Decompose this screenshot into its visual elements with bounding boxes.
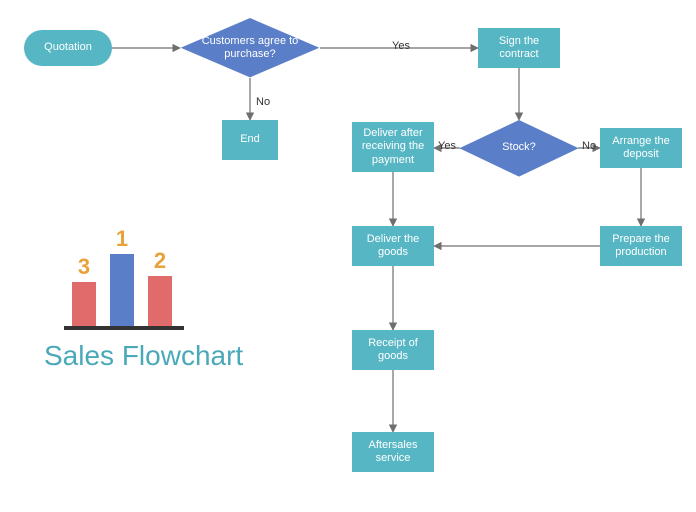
podium-bar-2 [148, 276, 172, 326]
node-deliverPay: Deliver after receiving the payment [352, 122, 434, 172]
node-stock: Stock? [460, 120, 578, 176]
edge-label-stock-deliverPay: Yes [438, 140, 456, 152]
node-receipt: Receipt of goods [352, 330, 434, 370]
podium-label-1: 1 [110, 226, 134, 252]
edge-label-stock-arrange: No [582, 140, 596, 152]
flowchart-canvas: Quotation Customers agree to purchase? End… [0, 0, 696, 512]
node-label: Customers agree to purchase? [202, 35, 299, 61]
edge-label-agree-end: No [256, 96, 270, 108]
node-after: Aftersales service [352, 432, 434, 472]
node-end: End [222, 120, 278, 160]
node-quotation: Quotation [24, 30, 112, 66]
node-sign: Sign the contract [478, 28, 560, 68]
podium-label-2: 2 [148, 248, 172, 274]
podium-chart: 312 [72, 220, 192, 330]
node-label: Stock? [502, 141, 536, 154]
podium-bar-3 [72, 282, 96, 326]
node-prepare: Prepare the production [600, 226, 682, 266]
node-agree: Customers agree to purchase? [180, 18, 320, 78]
node-deliver: Deliver the goods [352, 226, 434, 266]
podium-bar-1 [110, 254, 134, 326]
diagram-title: Sales Flowchart [44, 340, 243, 372]
edge-label-agree-sign: Yes [392, 40, 410, 52]
podium-baseline [64, 326, 184, 330]
node-arrange: Arrange the deposit [600, 128, 682, 168]
podium-label-3: 3 [72, 254, 96, 280]
